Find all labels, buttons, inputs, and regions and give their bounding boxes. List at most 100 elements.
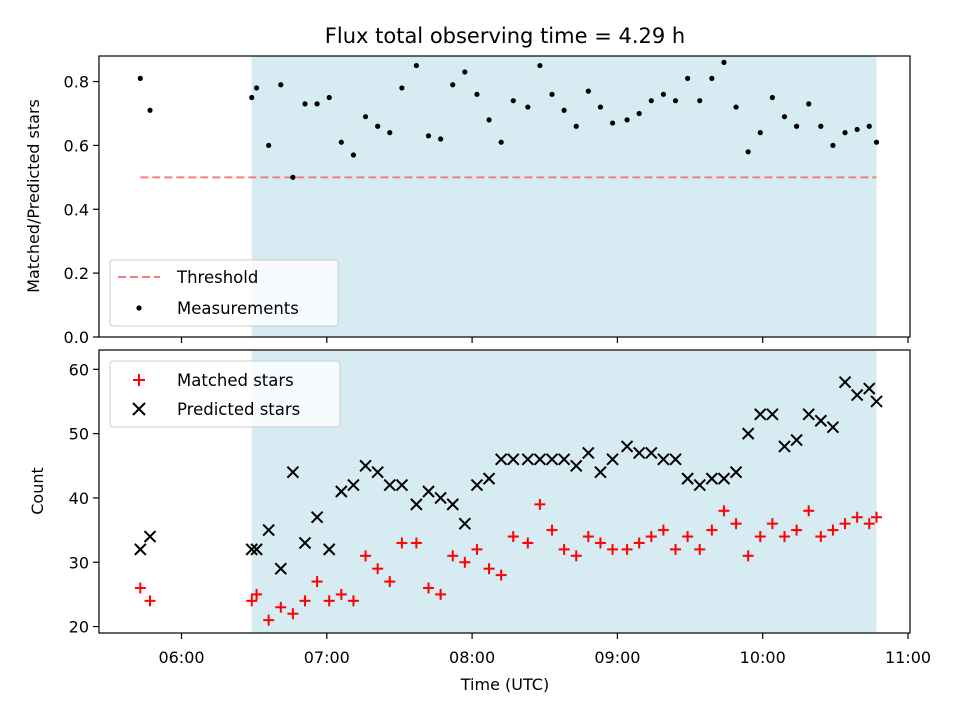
matched-stars-point	[682, 531, 694, 543]
matched-stars-point	[459, 556, 471, 568]
predicted-stars-point	[870, 395, 883, 408]
measurement-point	[573, 123, 579, 129]
matched-stars-point	[483, 563, 495, 575]
predicted-stars-point	[741, 427, 755, 440]
measurement-point	[648, 98, 654, 104]
predicted-stars-point	[754, 408, 767, 421]
measurement-point	[818, 123, 824, 129]
top-axes-frame	[98, 55, 911, 338]
bottom-legend-box	[109, 360, 341, 428]
predicted-stars-point	[533, 453, 547, 466]
matched-stars-point	[582, 531, 594, 543]
measurement-point	[609, 120, 616, 126]
measurement-point	[597, 104, 604, 110]
matched-stars-point	[778, 531, 790, 543]
measurement-point	[375, 123, 381, 129]
measurement-point	[537, 62, 543, 69]
measurement-point	[525, 104, 531, 110]
matched-stars-point	[839, 518, 851, 530]
measurement-point	[425, 133, 432, 139]
predicted-stars-point	[545, 453, 559, 466]
measurement-point	[249, 94, 255, 101]
predicted-stars-point	[766, 408, 779, 421]
matched-stars-point	[730, 518, 742, 530]
matched-stars-point	[311, 576, 323, 588]
matched-stars-point	[134, 582, 146, 594]
measurement-point	[585, 88, 591, 94]
top-y-tick-label: 0.6	[64, 136, 89, 155]
x-tick-label: 11:00	[885, 648, 931, 667]
predicted-stars-point	[458, 517, 472, 530]
measurement-point	[450, 82, 456, 88]
measurement-point	[757, 130, 763, 136]
x-tick-label: 08:00	[449, 648, 495, 667]
predicted-stars-point	[395, 478, 409, 492]
bottom-x-axis-label: Time (UTC)	[460, 675, 549, 694]
measurements-legend-label: Measurements	[177, 299, 299, 318]
measurement-point	[326, 94, 332, 101]
top-panel: Flux total observing time = 4.29 h Match…	[24, 24, 911, 347]
measurement-point	[147, 107, 153, 113]
predicted-stars-point	[482, 472, 496, 485]
top-legend: Threshold Measurements	[109, 259, 339, 327]
matched-stars-point	[645, 531, 657, 543]
matched-stars-point	[851, 511, 863, 523]
predicted-stars-point	[606, 453, 619, 466]
measurement-point	[314, 101, 320, 107]
predicted-stars-point	[347, 478, 360, 492]
predicted-stars-point	[446, 498, 459, 511]
predicted-stars-point	[850, 388, 864, 402]
matched-stars-point	[144, 595, 156, 607]
predicted-stars-point	[705, 472, 719, 485]
bottom-y-tick-label: 60	[69, 360, 89, 379]
measurement-point	[866, 123, 872, 129]
measurement-point	[486, 117, 492, 123]
predicted-legend-label: Predicted stars	[177, 400, 300, 419]
top-shaded-span	[251, 56, 877, 337]
bottom-x-ticks: 06:00 07:00 08:00 09:00 10:00 11:00	[158, 633, 931, 667]
measurement-point	[266, 142, 272, 149]
matched-stars-point	[558, 543, 570, 555]
measurement-point	[278, 82, 284, 88]
predicted-stars-point	[814, 414, 828, 427]
measurement-point	[561, 107, 567, 113]
matched-stars-point	[263, 614, 275, 626]
predicted-stars-point	[371, 465, 384, 479]
predicted-stars-point	[359, 459, 372, 472]
predicted-stars-point	[729, 465, 743, 479]
measurement-point	[302, 101, 308, 107]
bottom-legend: Matched stars Predicted stars	[109, 360, 341, 428]
measurement-point	[350, 152, 357, 158]
matched-stars-point	[372, 563, 384, 575]
bottom-shaded-span	[251, 350, 877, 633]
measurement-point	[769, 94, 775, 101]
measurement-point	[387, 130, 393, 136]
bottom-y-ticks: 20 30 40 50 60	[69, 360, 99, 637]
predicted-legend-swatch	[132, 402, 146, 416]
measurement-point	[137, 75, 143, 81]
matched-stars-point	[423, 582, 435, 594]
matched-stars-point	[815, 531, 827, 543]
bottom-plot-area	[134, 350, 883, 633]
matched-stars-point	[754, 531, 766, 543]
matched-stars-point	[706, 524, 718, 536]
matched-stars-point	[323, 595, 335, 607]
matched-stars-point	[347, 595, 359, 607]
predicted-stars-point	[838, 375, 852, 389]
predicted-stars-point	[262, 523, 275, 537]
bottom-axes-frame	[98, 349, 911, 634]
matched-stars-point	[335, 588, 347, 600]
top-x-ticks	[180, 337, 909, 343]
predicted-stars-point	[863, 382, 876, 395]
predicted-stars-point	[422, 485, 435, 498]
x-tick-label: 09:00	[594, 648, 640, 667]
predicted-stars-point	[310, 511, 324, 524]
matched-stars-point	[694, 543, 706, 555]
matched-stars-point	[607, 543, 619, 555]
matched-stars-point	[871, 511, 883, 523]
matched-stars-point	[803, 505, 815, 517]
predicted-stars-point	[657, 453, 670, 466]
matched-stars-point	[594, 537, 606, 549]
predicted-stars-point	[632, 446, 646, 460]
predicted-stars-point	[778, 440, 791, 453]
